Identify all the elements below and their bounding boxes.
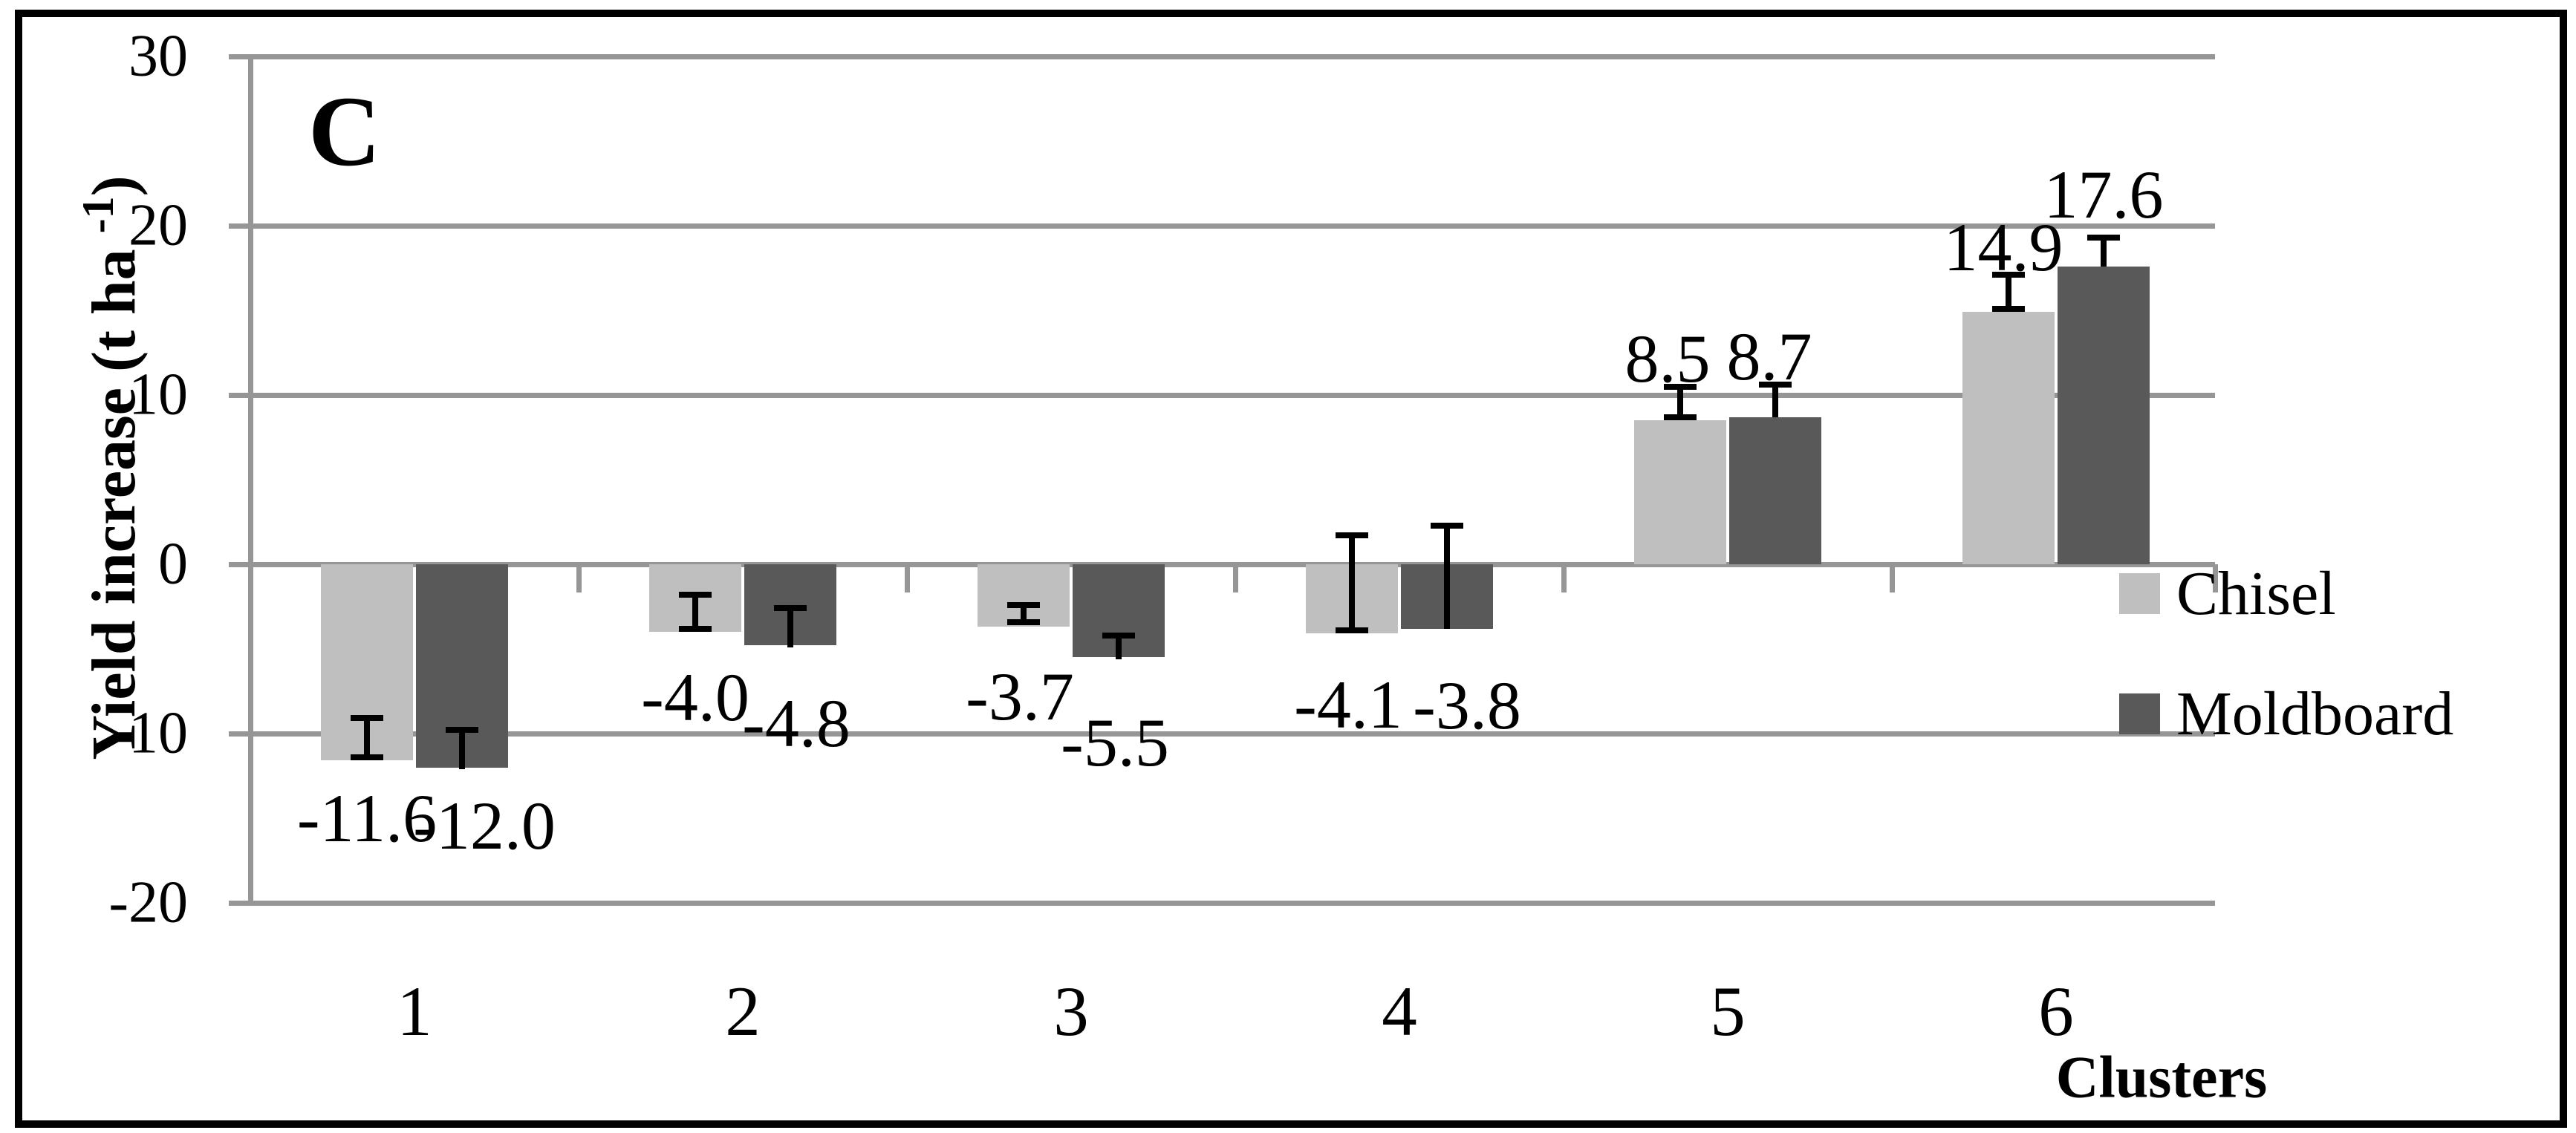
y-axis-line <box>247 53 253 906</box>
y-axis-title-superscript: -1 <box>74 196 123 234</box>
error-cap-bottom-chisel-1 <box>351 754 383 760</box>
value-label-moldboard-3: -5.5 <box>1061 705 1169 781</box>
value-label-chisel-2: -4.0 <box>641 659 749 736</box>
y-tick-label-0: 0 <box>158 531 188 597</box>
x-axis-tick-1 <box>576 564 582 592</box>
error-bar-moldboard-5 <box>1772 385 1778 417</box>
value-label-moldboard-5: 8.7 <box>1726 319 1812 395</box>
x-axis-tick-2 <box>904 564 910 592</box>
value-label-chisel-4: -4.1 <box>1294 667 1402 743</box>
error-cap-top-moldboard-5 <box>1759 382 1792 388</box>
y-tick-label-20: 20 <box>129 192 188 258</box>
value-label-moldboard-4: -3.8 <box>1413 667 1521 743</box>
y-axis-title: Yield increase (t ha -1) <box>73 74 150 861</box>
bar-chisel-cluster-6 <box>1962 312 2055 564</box>
y-axis-title-close: ) <box>79 175 149 197</box>
legend-item-moldboard: Moldboard <box>2119 679 2453 748</box>
error-bar-moldboard-4 <box>1444 525 1450 629</box>
error-cap-top-chisel-4 <box>1336 532 1368 539</box>
panel-letter: C <box>308 76 381 187</box>
error-bar-chisel-2 <box>692 595 698 629</box>
error-cap-top-chisel-2 <box>679 592 712 598</box>
error-cap-bottom-chisel-4 <box>1336 627 1368 633</box>
y-tick-label--10: -10 <box>108 700 188 766</box>
error-bar-moldboard-2 <box>787 608 793 647</box>
gridline-y-30 <box>229 53 2215 59</box>
error-cap-bottom-chisel-3 <box>1007 618 1040 625</box>
error-bar-moldboard-3 <box>1116 635 1122 659</box>
x-axis-tick-3 <box>1232 564 1238 592</box>
value-label-moldboard-6: 17.6 <box>2043 156 2164 232</box>
error-bar-moldboard-6 <box>2101 237 2107 267</box>
x-category-label-4: 4 <box>1382 972 1417 1051</box>
legend-item-chisel: Chisel <box>2119 559 2336 628</box>
y-tick-label-10: 10 <box>129 362 188 428</box>
value-label-chisel-3: -3.7 <box>966 659 1074 735</box>
x-axis-tick-5 <box>1889 564 1895 592</box>
error-cap-top-moldboard-2 <box>774 605 807 612</box>
error-bar-chisel-6 <box>2006 275 2011 309</box>
error-cap-top-moldboard-6 <box>2087 234 2120 241</box>
error-cap-top-chisel-3 <box>1007 601 1040 608</box>
bar-moldboard-cluster-6 <box>2058 266 2150 564</box>
value-label-moldboard-2: -4.8 <box>742 685 850 762</box>
y-tick-label-30: 30 <box>129 23 188 89</box>
value-label-chisel-1: -11.6 <box>296 780 438 857</box>
y-tick-label--20: -20 <box>108 869 188 936</box>
bar-chisel-cluster-5 <box>1634 420 1726 564</box>
figure-border <box>15 10 2567 1128</box>
y-axis-title-text: Yield increase (t ha <box>79 233 149 760</box>
error-cap-bottom-chisel-5 <box>1664 414 1697 420</box>
x-axis-title: Clusters <box>2055 1045 2268 1111</box>
error-bar-chisel-1 <box>364 718 370 757</box>
error-cap-top-chisel-6 <box>1992 272 2025 278</box>
x-category-label-3: 3 <box>1053 972 1089 1051</box>
gridline-y--10 <box>229 731 2215 737</box>
x-category-label-6: 6 <box>2038 972 2074 1051</box>
x-axis-tick-6 <box>2212 564 2218 592</box>
gridline-y-20 <box>229 223 2215 229</box>
error-bar-chisel-4 <box>1349 535 1355 630</box>
error-cap-bottom-chisel-2 <box>679 625 712 632</box>
value-label-chisel-6: 14.9 <box>1943 209 2063 286</box>
gridline-y-0 <box>229 561 2215 567</box>
error-cap-top-moldboard-4 <box>1431 522 1463 529</box>
error-cap-bottom-chisel-6 <box>1992 305 2025 312</box>
error-cap-top-moldboard-3 <box>1102 632 1135 639</box>
error-bar-moldboard-1 <box>459 730 465 769</box>
error-cap-top-chisel-1 <box>351 715 383 722</box>
gridline-y--20 <box>229 900 2215 906</box>
error-bar-chisel-3 <box>1021 604 1027 622</box>
legend-swatch-moldboard <box>2119 693 2160 734</box>
gridline-y-10 <box>229 392 2215 398</box>
x-category-label-1: 1 <box>397 972 432 1051</box>
x-axis-tick-4 <box>1561 564 1567 592</box>
value-label-chisel-5: 8.5 <box>1624 320 1711 396</box>
error-cap-top-chisel-5 <box>1664 383 1697 390</box>
bar-moldboard-cluster-5 <box>1729 417 1821 564</box>
legend-label-moldboard: Moldboard <box>2176 679 2454 748</box>
x-category-label-5: 5 <box>1710 972 1746 1051</box>
error-cap-top-moldboard-1 <box>446 727 478 734</box>
x-category-label-2: 2 <box>725 972 761 1051</box>
value-label-moldboard-1: -12.0 <box>413 787 556 863</box>
legend-swatch-chisel <box>2119 572 2160 614</box>
legend-label-chisel: Chisel <box>2176 558 2336 628</box>
error-bar-chisel-5 <box>1677 386 1683 417</box>
